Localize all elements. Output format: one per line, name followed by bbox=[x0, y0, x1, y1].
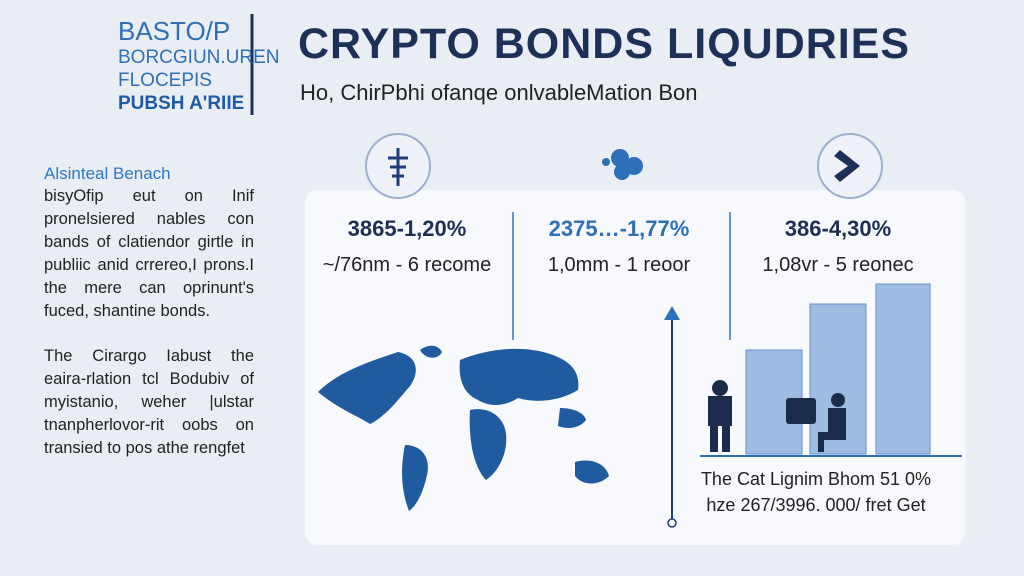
sidebar: Alsinteal Benach bisyOfip eut on Inif pr… bbox=[44, 162, 254, 482]
icon bbox=[817, 133, 883, 199]
people bbox=[708, 380, 846, 452]
stat-detail: 1,0mm - 1 reoor bbox=[547, 254, 691, 276]
stat: 386-4,30% 1,08vr - 5 reonec bbox=[733, 216, 943, 277]
logo-line: BASTO/P bbox=[118, 16, 231, 46]
logo-line: PUBSH A'RIIE bbox=[118, 93, 245, 114]
title: CRYPTO BONDS LIQUDRIES bbox=[298, 20, 911, 68]
icon bbox=[365, 133, 431, 199]
sidebar-heading: Alsinteal Benach bbox=[44, 164, 171, 183]
caption-line: hze 267/3996. 000/ fret Get bbox=[706, 495, 926, 515]
caption: The Cat Lignim Bhom 51 0% hze 267/3996. … bbox=[676, 466, 956, 518]
logo-line: FLOCEPIS bbox=[118, 70, 212, 91]
stat-value: 3865-1,20% bbox=[347, 216, 467, 241]
stat-detail: ~/76nm - 6 recome bbox=[322, 254, 492, 276]
icon bbox=[602, 149, 643, 180]
logo-line: BORCGIUN.UREN bbox=[118, 47, 280, 68]
logo: BASTO/P BORCGIUN.UREN FLOCEPIS PUBSH A'R… bbox=[118, 16, 280, 115]
stat-value: 386-4,30% bbox=[784, 216, 892, 241]
stat: 2375…-1,77% 1,0mm - 1 reoor bbox=[514, 216, 724, 277]
subtitle: Ho, ChirPbhi ofanqe onlvableMation Bon bbox=[300, 80, 698, 105]
paragraph: The Cirargo Iabust the eaira-rlation tcl… bbox=[44, 347, 254, 457]
paragraph: bisyOfip eut on Inif pronelsiered nables… bbox=[44, 187, 254, 320]
arrow bbox=[664, 306, 680, 320]
stat-value: 2375…-1,77% bbox=[548, 216, 690, 241]
caption-line: The Cat Lignim Bhom 51 0% bbox=[700, 469, 932, 489]
arrow bbox=[667, 518, 677, 528]
stat: 3865-1,20% ~/76nm - 6 recome bbox=[302, 216, 512, 277]
stat-detail: 1,08vr - 5 reonec bbox=[762, 254, 914, 276]
world-map bbox=[318, 345, 609, 511]
